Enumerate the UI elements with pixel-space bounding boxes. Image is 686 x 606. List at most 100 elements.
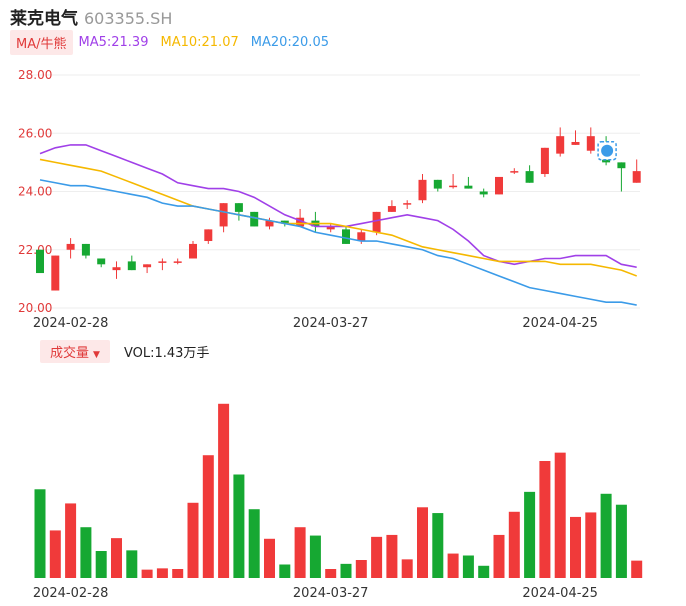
candle-body: [449, 185, 458, 188]
x-tick-label: 2024-02-28: [33, 316, 109, 331]
candle-body: [234, 203, 243, 212]
candle-body: [219, 203, 228, 227]
price-grid: [30, 74, 640, 309]
candle-body: [250, 211, 259, 227]
volume-bar: [202, 455, 214, 578]
volume-bar: [80, 527, 92, 578]
candle-body: [586, 136, 595, 151]
x-tick-label: 2024-03-27: [293, 316, 369, 331]
volume-bar: [631, 560, 643, 578]
volume-bar: [279, 564, 291, 578]
volume-bar: [600, 493, 612, 578]
x-tick-label: 2024-04-25: [522, 316, 598, 331]
volume-bar: [126, 550, 138, 578]
candle-body: [265, 220, 274, 227]
volume-bar: [264, 538, 275, 578]
stock-code: 603355.SH: [84, 9, 173, 28]
volume-bar: [554, 452, 566, 578]
ma10-legend: MA10:21.07: [160, 34, 239, 50]
volume-bar: [233, 474, 245, 578]
x-tick-label: 2024-03-27: [293, 586, 369, 601]
stock-marker-icon[interactable]: [597, 140, 617, 161]
marker-dot: [601, 144, 614, 157]
volume-bar: [401, 559, 413, 578]
volume-bar: [355, 560, 367, 578]
candle-body: [540, 147, 549, 175]
volume-bar: [309, 535, 321, 578]
candle-body: [326, 226, 335, 230]
volume-bar: [371, 536, 383, 578]
candle-body: [433, 179, 442, 189]
candle-body: [342, 229, 350, 244]
caret-down-icon: ▼: [93, 349, 100, 360]
candle-body: [280, 220, 289, 224]
ma-selector-button[interactable]: MA/牛熊: [10, 29, 73, 55]
volume-bar: [49, 530, 61, 578]
volume-bar: [34, 489, 46, 578]
x-tick-label: 2024-02-28: [33, 586, 109, 601]
ma20-legend: MA20:20.05: [250, 34, 329, 50]
candle-body: [97, 258, 106, 265]
volume-bar: [478, 565, 490, 578]
volume-bar: [340, 563, 352, 578]
y-tick-label: 28.00: [18, 68, 52, 82]
volume-x-axis: 2024-02-28 2024-03-27 2024-04-25: [33, 586, 598, 601]
volume-bar: [493, 534, 505, 578]
volume-bar: [141, 569, 153, 578]
volume-legend: 成交量 ▼ VOL:1.43万手: [40, 339, 210, 363]
candle-body: [403, 203, 412, 205]
volume-bar: [172, 569, 184, 578]
candle-body: [296, 217, 305, 227]
volume-bar: [156, 568, 168, 578]
candle-body: [357, 232, 366, 242]
ma10-line: [39, 158, 637, 277]
volume-bar: [447, 553, 459, 578]
volume-bar: [325, 569, 337, 578]
stock-header: 莱克电气 603355.SH: [10, 4, 173, 29]
volume-bar: [294, 527, 306, 578]
ma-lines: [39, 144, 637, 306]
volume-bar: [386, 534, 398, 578]
volume-selector-button[interactable]: 成交量 ▼: [40, 339, 110, 363]
ma20-line: [39, 179, 637, 306]
y-tick-label: 26.00: [18, 126, 52, 140]
volume-bar: [187, 502, 199, 578]
candle-body: [173, 261, 182, 263]
ma5-legend: MA5:21.39: [78, 34, 149, 50]
price-x-axis: 2024-02-28 2024-03-27 2024-04-25: [33, 316, 598, 331]
volume-bar: [248, 509, 260, 578]
candle-body: [189, 243, 197, 259]
candle-body: [387, 206, 396, 212]
candle-body: [372, 211, 381, 233]
price-y-axis: 28.00 26.00 24.00 22.00 20.00: [18, 68, 52, 315]
candle-body: [464, 185, 473, 189]
ma-legend: MA/牛熊 MA5:21.39 MA10:21.07 MA20:20.05: [10, 29, 341, 55]
volume-bar: [432, 513, 444, 578]
candle-body: [617, 162, 626, 169]
candle-body: [36, 249, 44, 274]
x-tick-label: 2024-04-25: [522, 586, 598, 601]
volume-bar: [218, 403, 230, 578]
candle-body: [127, 261, 136, 271]
volume-bars: [34, 403, 643, 578]
candle-body: [204, 229, 213, 242]
volume-selector-label: 成交量: [50, 345, 90, 361]
volume-bar: [524, 491, 536, 578]
ma5-line: [39, 144, 637, 269]
candle-body: [112, 267, 121, 271]
volume-bar: [111, 538, 122, 578]
candle-body: [510, 171, 519, 173]
volume-bar: [585, 512, 597, 578]
volume-bar: [570, 516, 581, 578]
candle-body: [571, 141, 580, 145]
y-tick-label: 22.00: [18, 243, 52, 257]
volume-value: VOL:1.43万手: [123, 345, 210, 361]
candle-body: [81, 243, 90, 256]
y-tick-label: 20.00: [18, 301, 52, 315]
stock-name: 莱克电气: [10, 9, 78, 29]
candle-body: [632, 171, 641, 183]
candlesticks: [36, 127, 641, 291]
volume-bar: [462, 555, 474, 578]
volume-bar: [615, 504, 627, 578]
